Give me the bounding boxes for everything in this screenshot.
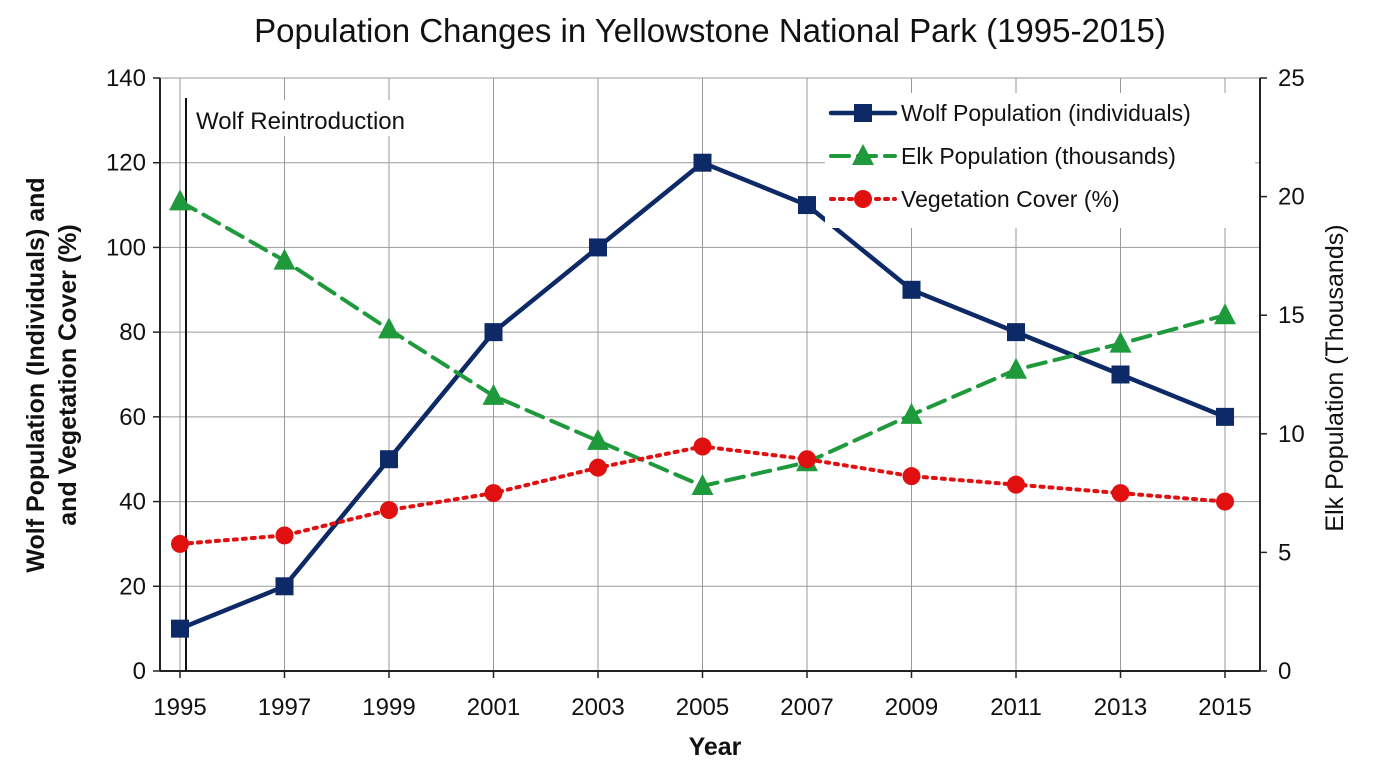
data-point [1216, 492, 1234, 511]
data-point [693, 437, 712, 456]
legend-background [825, 93, 1255, 228]
series-vegetation-cover [171, 437, 1234, 553]
data-point [275, 577, 294, 596]
y-axis-title: Wolf Population (Individuals) and and Veg… [22, 177, 82, 572]
x-tick-label: 1995 [153, 694, 206, 721]
data-point [380, 450, 398, 469]
data-point [589, 238, 607, 257]
axis-titles: Year Wolf Population (Individuals) and and… [22, 177, 1349, 761]
y-tick-label: 40 [119, 489, 146, 516]
data-point [273, 248, 296, 270]
y-tick-label: 0 [133, 658, 146, 685]
data-point [693, 153, 712, 172]
data-point [589, 458, 607, 477]
data-point [482, 383, 505, 405]
data-point [902, 280, 921, 299]
data-point [484, 484, 503, 503]
y2-tick-label: 0 [1278, 658, 1291, 685]
y-tick-label: 140 [106, 65, 146, 92]
chart-title: Population Changes in Yellowstone Nation… [254, 12, 1166, 49]
y-axis-title-line: Wolf Population (Individuals) and [22, 177, 50, 572]
x-tick-label: 2013 [1094, 694, 1147, 721]
legend-label: Elk Population (thousands) [901, 143, 1176, 169]
data-point [1007, 323, 1025, 342]
data-point [1007, 475, 1025, 494]
data-point [902, 467, 921, 486]
data-point [1214, 303, 1236, 325]
x-tick-label: 2001 [467, 694, 520, 721]
y-tick-label: 60 [119, 404, 146, 431]
x-tick-label: 2015 [1198, 694, 1251, 721]
legend: Wolf Population (individuals) Elk Populat… [825, 93, 1255, 228]
y-tick-label: 20 [119, 573, 146, 600]
data-point [380, 501, 398, 520]
data-point [691, 473, 714, 495]
y2-tick-label: 20 [1278, 184, 1305, 211]
data-point [275, 526, 294, 545]
data-point [1111, 365, 1130, 384]
x-tick-label: 1999 [362, 694, 415, 721]
data-point [1216, 407, 1234, 426]
data-point [484, 323, 503, 342]
annotation: Wolf Reintroduction [185, 98, 462, 671]
x-tick-label: 2011 [990, 694, 1042, 721]
legend-label: Wolf Population (individuals) [901, 100, 1191, 126]
x-tick-label: 2005 [676, 694, 729, 721]
x-axis-title: Year [689, 733, 742, 761]
legend-marker [854, 104, 872, 122]
y2-tick-label: 5 [1278, 539, 1291, 566]
y2-tick-label: 25 [1278, 65, 1305, 92]
x-tick-label: 1997 [258, 694, 311, 721]
y2-tick-label: 10 [1278, 421, 1305, 448]
data-point [1109, 331, 1132, 353]
data-point [171, 619, 189, 638]
data-point [798, 196, 816, 215]
x-tick-label: 2003 [571, 694, 624, 721]
data-point [900, 402, 923, 424]
data-point [587, 428, 609, 450]
data-point [798, 450, 816, 469]
x-tick-label: 2007 [780, 694, 833, 721]
y-axis-title-line: and Vegetation Cover (%) [54, 224, 82, 525]
legend-label: Vegetation Cover (%) [901, 186, 1120, 212]
data-point [169, 189, 191, 211]
series-layer [169, 153, 1236, 638]
annotation-label: Wolf Reintroduction [196, 108, 405, 135]
y-tick-label: 100 [106, 234, 146, 261]
y2-tick-label: 15 [1278, 302, 1305, 329]
grid [160, 77, 1260, 672]
data-point [378, 317, 400, 339]
y2-axis-title: Elk Population (Thousands) [1321, 224, 1349, 531]
legend-marker [852, 144, 874, 165]
annotation-label-background [192, 100, 462, 136]
data-point [171, 534, 189, 553]
data-point [1005, 357, 1027, 379]
legend-marker [854, 190, 872, 208]
series-wolf-population-individuals [171, 153, 1234, 638]
series-elk-population-thousands [169, 189, 1236, 495]
data-point [1111, 484, 1130, 503]
x-tick-label: 2009 [885, 694, 938, 721]
y-tick-label: 80 [119, 319, 146, 346]
y-tick-label: 120 [106, 150, 146, 177]
